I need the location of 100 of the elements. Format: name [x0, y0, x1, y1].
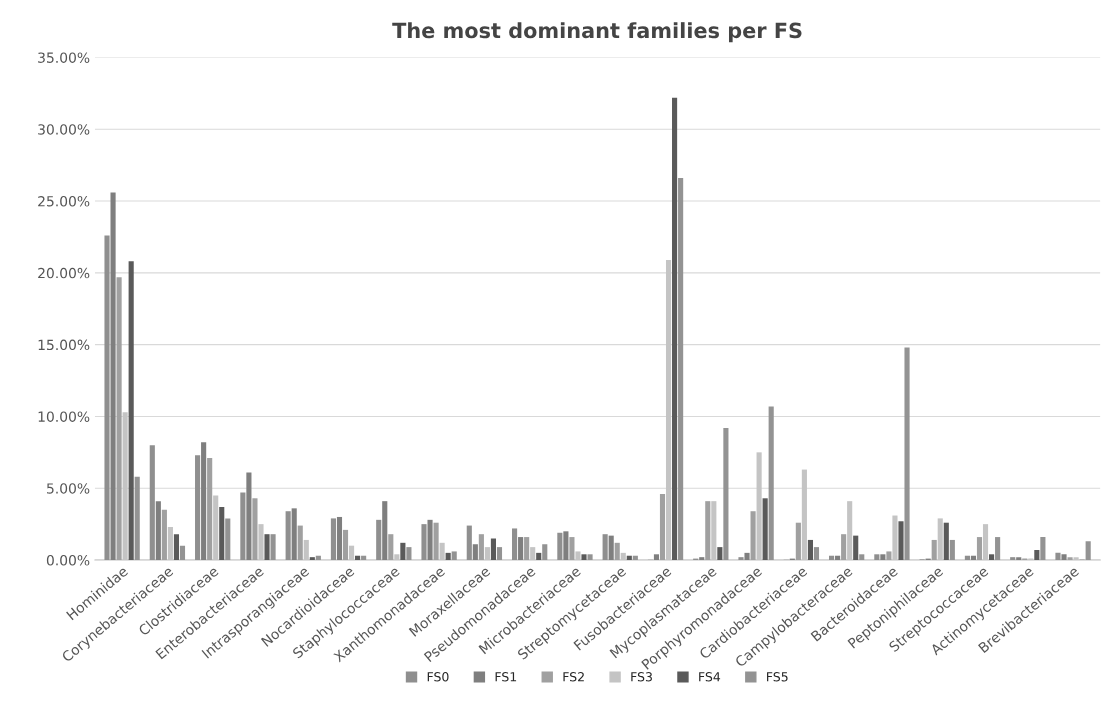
chart-title: The most dominant families per FS: [392, 22, 802, 43]
bar: [472, 544, 478, 561]
bar: [744, 552, 750, 561]
bar: [762, 498, 768, 561]
bar: [110, 192, 116, 561]
bar: [886, 551, 892, 561]
bar: [829, 555, 835, 561]
bar: [496, 547, 503, 561]
bar: [451, 551, 457, 561]
bar: [219, 506, 225, 561]
bar: [207, 458, 213, 561]
bar: [524, 537, 530, 561]
y-tick-label: 20.00%: [38, 267, 90, 279]
bar: [361, 555, 367, 561]
bar: [632, 555, 638, 561]
y-tick-label: 15.00%: [38, 339, 90, 351]
bar: [445, 552, 451, 561]
bar: [315, 555, 321, 561]
bar: [536, 552, 542, 561]
bar: [518, 537, 524, 561]
bar: [355, 555, 361, 561]
bar: [995, 537, 1001, 561]
bar: [291, 508, 297, 561]
y-tick-label: 5.00%: [47, 483, 90, 494]
bar: [976, 537, 983, 561]
bar: [859, 554, 865, 561]
bar: [264, 534, 270, 561]
bar: [1061, 554, 1067, 561]
bar: [195, 455, 201, 561]
bar: [1055, 552, 1061, 561]
bar: [400, 542, 406, 561]
bar: [309, 557, 315, 561]
bar: [813, 547, 820, 561]
bar: [1067, 557, 1073, 561]
bar: [750, 511, 756, 561]
bar: [155, 501, 161, 561]
bar: [252, 498, 258, 561]
bar: [880, 554, 886, 561]
bar: [614, 542, 620, 561]
y-tick-label: 0.00%: [46, 555, 90, 566]
bar: [382, 501, 388, 561]
bar: [563, 531, 569, 561]
bar: [128, 261, 134, 561]
legend-label: FS5: [767, 672, 788, 682]
bar: [557, 532, 563, 561]
y-tick-label: 35.00%: [38, 52, 90, 63]
bar: [104, 235, 110, 561]
y-tick-label: 30.00%: [38, 124, 90, 135]
bar: [433, 522, 439, 561]
bar: [240, 492, 246, 561]
bar: [376, 519, 382, 561]
bar: [608, 535, 614, 561]
bar: [943, 522, 949, 561]
bar: [602, 534, 608, 561]
bar: [970, 555, 977, 561]
legend-label: FS2: [563, 672, 584, 682]
legend-label: FS4: [699, 672, 721, 682]
bar: [336, 516, 343, 561]
bar: [678, 178, 684, 561]
bar: [1010, 557, 1016, 561]
legend-label: FS3: [631, 672, 652, 682]
bar: [964, 555, 970, 561]
bar: [161, 509, 167, 561]
bar: [949, 539, 955, 561]
bar: [246, 472, 252, 561]
bar: [134, 476, 140, 561]
bar: [989, 554, 995, 561]
bar: [1040, 537, 1046, 561]
bar: [874, 554, 880, 561]
bar: [841, 534, 847, 561]
bar: [478, 534, 484, 561]
bar: [225, 518, 231, 561]
bar: [1034, 549, 1040, 561]
bar: [427, 519, 433, 561]
bar: [116, 277, 122, 561]
bar: [542, 544, 548, 561]
bar: [406, 547, 412, 561]
bar: [179, 545, 186, 561]
bar: [723, 427, 729, 561]
legend-label: FS1: [495, 672, 517, 682]
y-tick-label: 25.00%: [38, 196, 90, 207]
bar: [659, 493, 666, 561]
bar: [512, 528, 518, 561]
bar: [587, 554, 593, 561]
y-tick-label: 10.00%: [38, 411, 90, 422]
bar: [904, 347, 910, 561]
bar: [421, 524, 427, 561]
bar: [569, 537, 575, 561]
bar: [270, 534, 276, 561]
bar: [738, 557, 744, 561]
bar: [201, 442, 207, 561]
bar: [931, 539, 937, 561]
bar: [626, 555, 632, 561]
bar: [466, 525, 472, 561]
bar: [285, 511, 291, 561]
bar: [768, 406, 774, 561]
bar: [653, 554, 660, 561]
bar: [581, 554, 587, 561]
bar: [717, 547, 723, 561]
bar: [490, 538, 497, 561]
